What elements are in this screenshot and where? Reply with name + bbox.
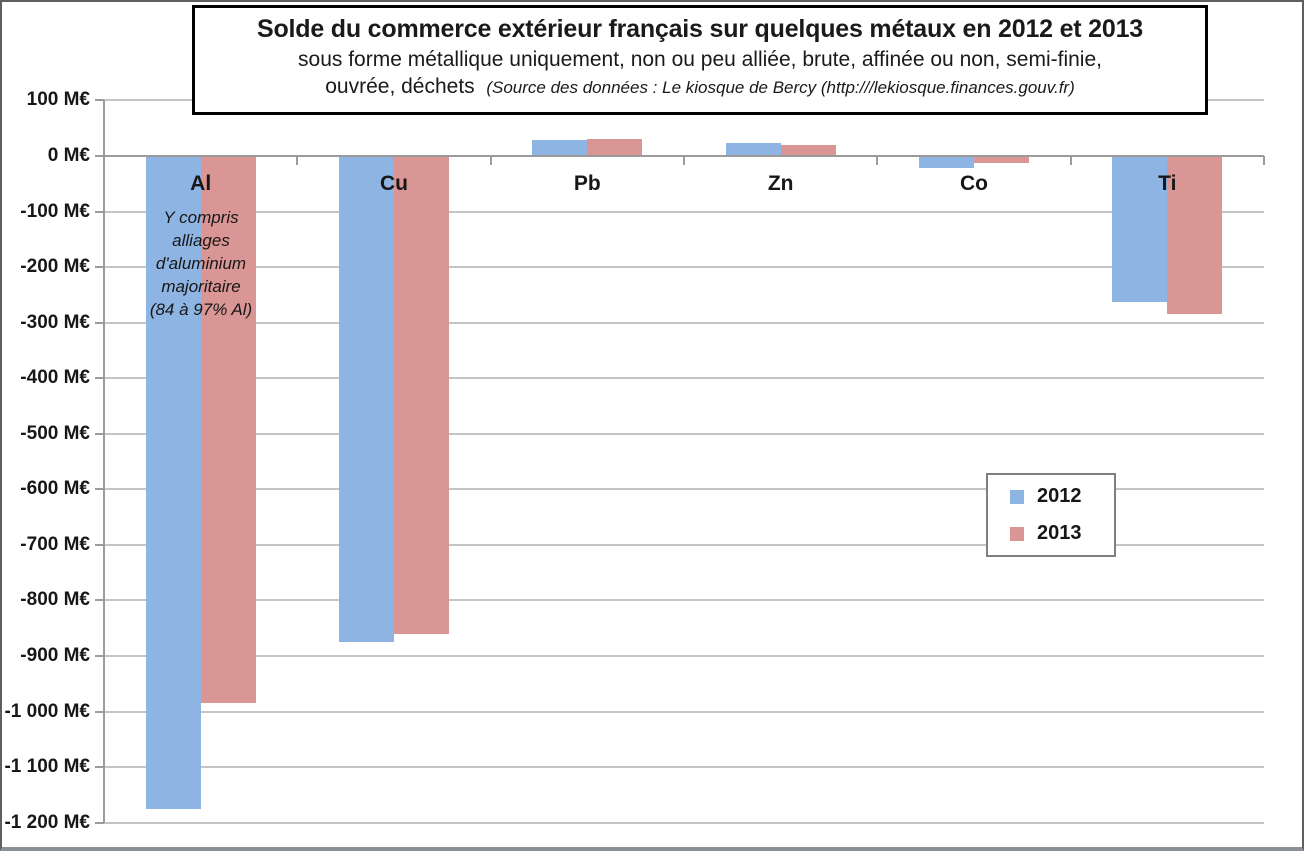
bar-2013-Cu — [394, 156, 449, 634]
chart-source: (Source des données : Le kiosque de Berc… — [486, 78, 1075, 97]
gridline — [104, 710, 1264, 713]
y-axis-tick — [95, 155, 104, 157]
y-axis-tick — [95, 599, 104, 602]
gridline — [104, 266, 1264, 269]
bar-2013-Zn — [780, 144, 836, 156]
gridline — [104, 599, 1264, 602]
y-axis-label: -1 000 M€ — [4, 700, 90, 722]
category-label-Cu: Cu — [380, 172, 408, 195]
y-axis-label: -1 100 M€ — [4, 756, 90, 778]
y-axis-tick — [95, 543, 104, 546]
legend-swatch-2012 — [1010, 489, 1024, 504]
bar-2012-Zn — [725, 142, 781, 156]
gridline — [104, 655, 1264, 658]
x-axis-tick — [683, 156, 685, 165]
y-axis-label: -900 M€ — [20, 645, 90, 667]
y-axis-tick — [95, 766, 104, 769]
y-axis-tick — [95, 710, 104, 713]
y-axis-tick — [95, 266, 104, 269]
chart-title-box: Solde du commerce extérieur français sur… — [192, 5, 1208, 115]
y-axis-label: 100 M€ — [26, 89, 90, 111]
y-axis-tick — [95, 321, 104, 324]
x-axis-tick — [296, 156, 299, 165]
category-label-Al: Al — [190, 172, 212, 195]
y-axis-tick — [95, 210, 104, 213]
gridline — [104, 766, 1264, 769]
gridline — [104, 377, 1264, 380]
y-axis-label: -700 M€ — [20, 533, 90, 555]
bar-2012-Ti — [1112, 156, 1168, 302]
x-axis-tick — [489, 156, 492, 165]
bar-2012-Cu — [339, 156, 394, 643]
y-axis-tick — [95, 821, 104, 824]
al-annotation: Y compris alliages d'aluminium majoritai… — [149, 208, 253, 319]
bar-2013-Pb — [587, 138, 643, 156]
chart-title: Solde du commerce extérieur français sur… — [256, 15, 1143, 43]
legend-label-2013: 2013 — [1037, 522, 1082, 544]
y-axis-tick — [95, 99, 104, 102]
legend-item-2012: 2012 — [1010, 485, 1114, 508]
bar-2012-Co — [919, 156, 974, 169]
bar-2013-Ti — [1167, 156, 1223, 315]
bar-2013-Co — [974, 156, 1029, 164]
y-axis-tick — [95, 432, 104, 435]
category-label-Pb: Pb — [573, 172, 601, 195]
gridline — [104, 432, 1264, 435]
category-label-Zn: Zn — [767, 172, 794, 195]
category-label-Co: Co — [960, 172, 988, 195]
x-axis-tick — [1263, 156, 1265, 165]
y-axis-label: -500 M€ — [20, 422, 90, 444]
legend-label-2012: 2012 — [1037, 485, 1082, 507]
chart-subtitle-line2: ouvrée, déchets (Source des données : Le… — [195, 75, 1205, 99]
y-axis-label: -1 200 M€ — [4, 811, 90, 833]
y-axis-label: -400 M€ — [20, 367, 90, 389]
chart-subtitle-line1: sous forme métallique uniquement, non ou… — [298, 48, 1102, 71]
x-axis-tick — [1069, 156, 1072, 165]
legend-item-2013: 2013 — [1010, 522, 1114, 545]
gridline — [104, 543, 1264, 546]
gridline — [104, 488, 1264, 491]
x-axis-tick — [103, 156, 105, 165]
y-axis-tick — [95, 488, 104, 491]
y-axis-tick — [95, 655, 104, 658]
legend-swatch-2013 — [1010, 526, 1024, 541]
y-axis-label: -200 M€ — [20, 256, 90, 278]
gridline — [104, 210, 1264, 213]
y-axis — [103, 100, 105, 823]
gridline — [104, 321, 1264, 324]
bar-2012-Al — [145, 156, 201, 809]
legend: 2012 2013 — [986, 473, 1116, 557]
bar-2013-Al — [200, 156, 256, 704]
y-axis-label: -600 M€ — [20, 478, 90, 500]
gridline — [104, 821, 1264, 824]
chart-subtitle-line2-text: ouvrée, déchets — [325, 75, 475, 98]
bar-2012-Pb — [532, 140, 588, 156]
y-axis-label: -800 M€ — [20, 589, 90, 611]
y-axis-label: 0 M€ — [47, 145, 90, 166]
category-label-Ti: Ti — [1158, 172, 1177, 195]
y-axis-label: -100 M€ — [20, 200, 90, 222]
y-axis-label: -300 M€ — [20, 311, 90, 333]
y-axis-tick — [95, 377, 104, 380]
x-axis-tick — [876, 156, 879, 165]
